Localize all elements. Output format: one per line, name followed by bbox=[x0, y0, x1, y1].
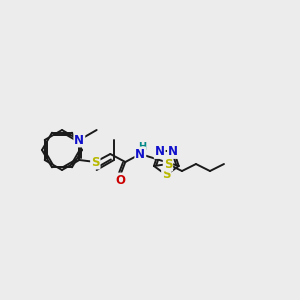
Text: H: H bbox=[138, 142, 146, 152]
Text: S: S bbox=[164, 158, 172, 170]
Text: N: N bbox=[155, 145, 165, 158]
Text: N: N bbox=[74, 134, 84, 146]
Text: N: N bbox=[168, 145, 178, 158]
Text: S: S bbox=[162, 169, 171, 182]
Text: S: S bbox=[91, 155, 100, 169]
Text: O: O bbox=[115, 173, 125, 187]
Text: N: N bbox=[135, 148, 145, 160]
